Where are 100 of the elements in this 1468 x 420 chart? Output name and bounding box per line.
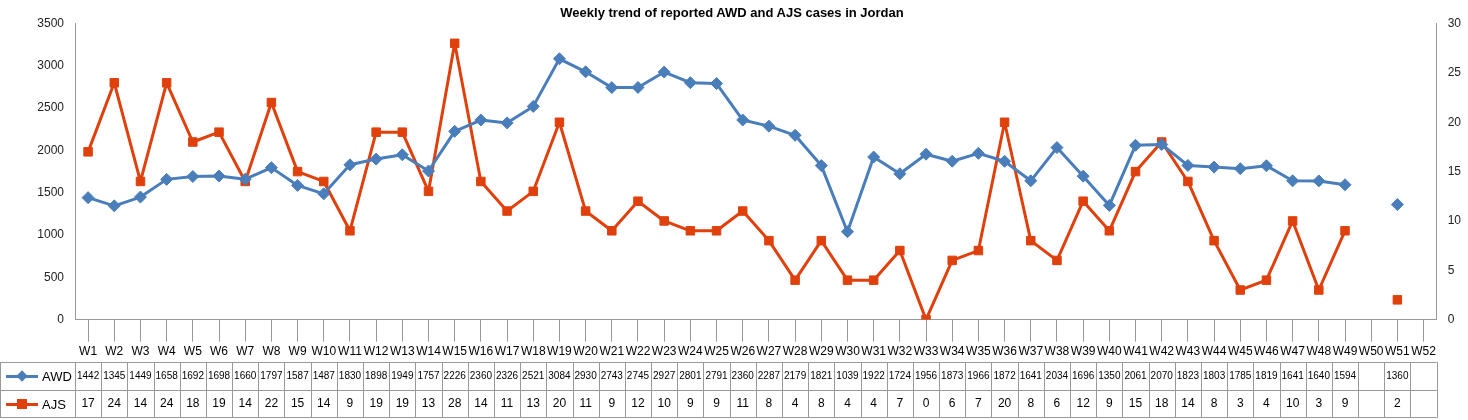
point (631, 80, 645, 94)
y2-tick-label: 20 (1447, 114, 1462, 129)
point (607, 226, 617, 236)
data-label: 1949 (391, 369, 414, 381)
x-tick-label: W23 (651, 344, 677, 359)
data-label: 1872 (993, 369, 1017, 381)
data-label: 13 (526, 396, 541, 411)
data-label: 11 (736, 396, 750, 411)
point (449, 38, 460, 49)
point (1261, 275, 1272, 285)
data-label: 0 (922, 396, 930, 411)
point (711, 226, 722, 236)
point (502, 206, 512, 216)
data-label: 22 (264, 396, 279, 411)
data-label: 14 (1181, 396, 1195, 411)
data-label: 9 (687, 396, 695, 411)
point (238, 172, 252, 186)
x-tick-label: W44 (1201, 344, 1227, 359)
data-label: 1821 (810, 369, 833, 381)
x-tick-label: W31 (861, 344, 887, 359)
data-label: 1587 (286, 369, 310, 381)
data-label: 15 (290, 396, 305, 411)
x-tick-label: W49 (1332, 344, 1358, 359)
data-label: 1594 (1333, 369, 1357, 381)
y-tick-label: 0 (57, 311, 65, 326)
data-label: 9 (1341, 396, 1349, 411)
y2-tick-label: 30 (1447, 15, 1462, 30)
point (1050, 141, 1064, 155)
data-label: 2791 (705, 369, 729, 381)
point (317, 187, 331, 201)
point (552, 52, 566, 66)
data-label: 1640 (1307, 369, 1331, 381)
data-label: 12 (1076, 396, 1091, 411)
point (1259, 159, 1273, 173)
point (291, 178, 305, 192)
data-label: 15 (1128, 396, 1143, 411)
data-label: 1360 (1386, 369, 1409, 381)
point (633, 196, 643, 206)
data-label: 2179 (783, 369, 807, 381)
data-label: 2226 (443, 369, 467, 381)
data-label: 2034 (1045, 369, 1069, 381)
y-tick-label: 3000 (37, 58, 65, 73)
x-tick-label: W43 (1175, 344, 1201, 359)
data-label: 19 (369, 396, 384, 411)
data-label: 2360 (731, 369, 755, 381)
x-tick-label: W6 (210, 344, 229, 359)
x-tick-label: W37 (1018, 344, 1044, 359)
x-tick-label: W17 (494, 344, 520, 359)
point (685, 226, 696, 236)
x-tick-label: W3 (131, 344, 150, 359)
data-label: 4 (1263, 396, 1271, 411)
point (83, 147, 93, 157)
data-label: 1966 (967, 369, 990, 381)
data-label: 2326 (495, 369, 519, 381)
x-tick-label: W12 (363, 344, 389, 359)
point (186, 170, 200, 184)
y-tick-label: 3500 (37, 15, 65, 30)
data-label: 4 (870, 396, 878, 411)
data-label: 24 (159, 396, 174, 411)
y-tick-label: 1500 (37, 185, 65, 200)
point (736, 113, 750, 127)
x-tick-label: W19 (547, 344, 573, 359)
point (1102, 198, 1116, 212)
x-tick-label: W50 (1358, 344, 1384, 359)
x-tick-label: W34 (939, 344, 965, 359)
x-tick-label: W39 (1070, 344, 1096, 359)
point (1287, 216, 1298, 226)
data-label: 1641 (1281, 369, 1305, 381)
data-label: 1785 (1229, 369, 1252, 381)
data-label: 1487 (312, 369, 336, 381)
y2-tick-label: 10 (1447, 213, 1462, 228)
point (526, 99, 540, 113)
data-label: 12 (631, 396, 645, 411)
y-tick-label: 500 (43, 269, 65, 284)
data-label: 20 (997, 396, 1012, 411)
point (1183, 176, 1193, 187)
point (81, 191, 95, 205)
x-tick-label: W27 (756, 344, 782, 359)
data-label: 1039 (836, 369, 860, 381)
x-tick-label: W40 (1096, 344, 1122, 359)
point (343, 158, 357, 172)
data-label: 6 (1053, 396, 1061, 411)
y2-tick-label: 5 (1447, 262, 1455, 277)
point (1104, 226, 1115, 236)
x-tick-label: W24 (678, 344, 704, 359)
x-tick-label: W9 (288, 344, 307, 359)
x-tick-label: W25 (704, 344, 730, 359)
data-label: 19 (212, 396, 227, 411)
x-tick-label: W46 (1254, 344, 1280, 359)
data-label: 8 (817, 396, 825, 411)
point (1129, 138, 1143, 152)
data-label: 2927 (653, 369, 676, 381)
point (371, 127, 381, 137)
x-tick-label: W4 (157, 344, 176, 359)
point (1130, 166, 1141, 177)
data-label: 14 (238, 396, 253, 411)
data-label: 7 (896, 396, 904, 411)
data-label: 9 (713, 396, 721, 411)
point (605, 81, 619, 95)
data-label: 1658 (155, 369, 179, 381)
